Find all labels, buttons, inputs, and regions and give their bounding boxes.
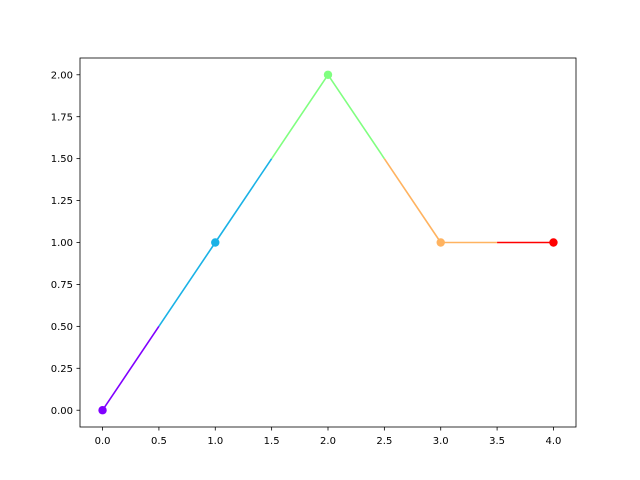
x-tick-label-4: 2.0: [320, 436, 336, 447]
x-tick-label-2: 1.0: [207, 436, 223, 447]
x-tick-label-6: 3.0: [433, 436, 449, 447]
data-point-3: [436, 238, 445, 247]
data-point-1: [211, 238, 220, 247]
axes-layer: 0.0 0.5 1.0 1.5 2.0 2.5 3.0 3.5 4.0 0.00 0.25 0.50 0…: [51, 57, 577, 447]
line-segment-2: [214, 158, 273, 243]
x-tick-label-5: 2.5: [376, 436, 392, 447]
x-tick-label-8: 4.0: [546, 436, 562, 447]
y-tick-label-2: 0.50: [51, 322, 73, 333]
data-point-2: [323, 70, 333, 79]
x-tick-label-7: 3.5: [489, 436, 505, 447]
line-segment-4: [327, 74, 386, 160]
y-tick-label-1: 0.25: [51, 364, 73, 375]
x-tick-label-0: 0.0: [95, 436, 111, 447]
line-segment-1: [158, 242, 216, 327]
y-tick-label-4: 1.00: [51, 238, 73, 249]
y-tick-label-5: 1.25: [51, 196, 73, 207]
y-tick-label-7: 1.75: [51, 112, 73, 123]
x-tick-label-3: 1.5: [264, 436, 280, 447]
x-tick-label-1: 0.5: [151, 436, 167, 447]
y-tick-label-3: 0.75: [51, 280, 73, 291]
y-tick-label-0: 0.00: [51, 406, 73, 417]
line-segment-5: [383, 158, 442, 243]
points-layer: [98, 70, 558, 415]
line-segment-0: [101, 325, 160, 411]
data-point-4: [549, 238, 558, 247]
data-point-0: [98, 406, 107, 415]
y-tick-label-8: 2.00: [51, 70, 73, 81]
segments-layer: [101, 74, 554, 411]
y-tick-label-6: 1.50: [51, 154, 73, 165]
line-segment-3: [270, 74, 329, 160]
